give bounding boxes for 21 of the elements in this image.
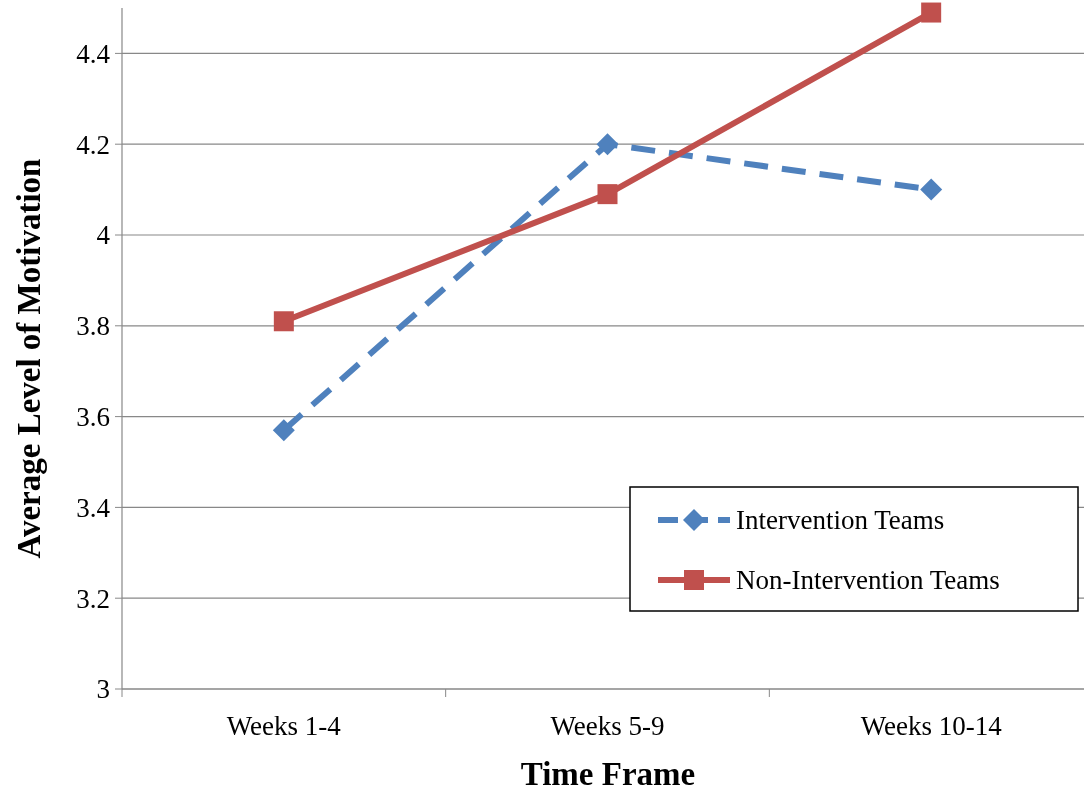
y-tick-label: 3.6 bbox=[76, 402, 110, 433]
x-tick-label: Weeks 10-14 bbox=[860, 711, 1003, 741]
y-tick-label: 3 bbox=[96, 674, 110, 705]
point bbox=[921, 2, 942, 23]
y-tick-label: 3.4 bbox=[76, 492, 111, 523]
x-tick-label: Weeks 5-9 bbox=[550, 711, 665, 741]
legend-label: Intervention Teams bbox=[736, 505, 945, 536]
y-axis-title: Average Level of Motivation bbox=[11, 158, 47, 559]
point bbox=[596, 133, 619, 156]
x-axis-title: Time Frame bbox=[520, 756, 696, 792]
y-tick-label: 4 bbox=[96, 220, 111, 251]
x-tick-label: Weeks 1-4 bbox=[226, 711, 342, 741]
point bbox=[920, 178, 943, 201]
y-tick-label: 3.2 bbox=[76, 583, 110, 614]
point bbox=[273, 311, 294, 332]
y-tick-label: 4.2 bbox=[76, 129, 110, 160]
point bbox=[272, 419, 295, 442]
y-tick-label: 4.4 bbox=[76, 38, 111, 69]
y-tick-label: 3.8 bbox=[76, 311, 110, 342]
legend-label: Non-Intervention Teams bbox=[736, 565, 1000, 596]
point bbox=[597, 184, 618, 205]
